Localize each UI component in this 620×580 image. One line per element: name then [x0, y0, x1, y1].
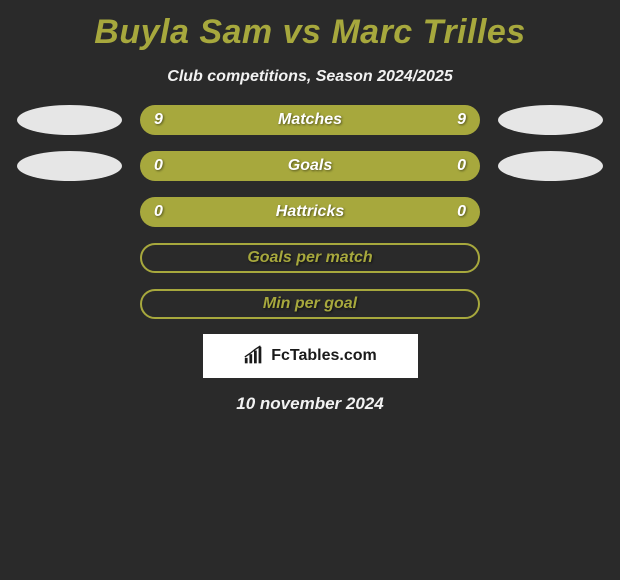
chart-icon	[243, 345, 265, 367]
stat-row: Min per goal	[0, 288, 620, 320]
stat-label: Goals	[288, 157, 332, 175]
stat-label: Min per goal	[263, 295, 357, 313]
stat-value-right: 9	[436, 111, 466, 129]
stat-value-left: 9	[154, 111, 184, 129]
spacer	[17, 197, 122, 227]
player-badge-left	[17, 151, 122, 181]
subtitle: Club competitions, Season 2024/2025	[0, 60, 620, 104]
spacer	[498, 197, 603, 227]
spacer	[498, 243, 603, 273]
stat-bar: 0 Goals 0	[140, 151, 480, 181]
stat-bar: 0 Hattricks 0	[140, 197, 480, 227]
date-text: 10 november 2024	[0, 378, 620, 430]
stat-bar: Min per goal	[140, 289, 480, 319]
stat-value-right: 0	[436, 203, 466, 221]
stat-bar: 9 Matches 9	[140, 105, 480, 135]
stat-row: 0 Goals 0	[0, 150, 620, 182]
stat-row: 0 Hattricks 0	[0, 196, 620, 228]
stat-row: 9 Matches 9	[0, 104, 620, 136]
page-title: Buyla Sam vs Marc Trilles	[0, 5, 620, 60]
stat-bar: Goals per match	[140, 243, 480, 273]
stat-row: Goals per match	[0, 242, 620, 274]
stat-label: Goals per match	[247, 249, 372, 267]
player-badge-right	[498, 151, 603, 181]
spacer	[17, 289, 122, 319]
spacer	[17, 243, 122, 273]
comparison-card: Buyla Sam vs Marc Trilles Club competiti…	[0, 0, 620, 430]
stat-value-left: 0	[154, 203, 184, 221]
stat-label: Matches	[278, 111, 342, 129]
brand-badge: FcTables.com	[203, 334, 418, 378]
stat-label: Hattricks	[276, 203, 344, 221]
stat-value-left: 0	[154, 157, 184, 175]
spacer	[498, 289, 603, 319]
stat-value-right: 0	[436, 157, 466, 175]
player-badge-left	[17, 105, 122, 135]
stats-list: 9 Matches 9 0 Goals 0 0 Hattricks 0 Goals per mat…	[0, 104, 620, 320]
player-badge-right	[498, 105, 603, 135]
brand-text: FcTables.com	[271, 347, 377, 365]
